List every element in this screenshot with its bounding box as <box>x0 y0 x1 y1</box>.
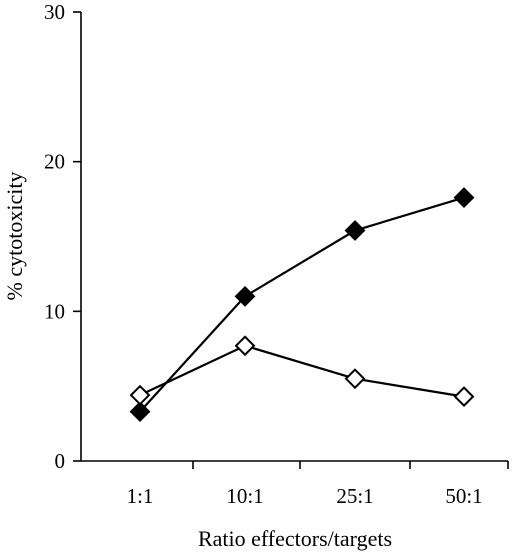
x-tick-label: 50:1 <box>445 484 482 508</box>
series-1-line <box>139 196 465 413</box>
x-tick-label: 25:1 <box>336 484 373 508</box>
y-tick-label: 20 <box>44 150 65 174</box>
x-axis-title: Ratio effectors/targets <box>198 526 392 551</box>
axes <box>80 12 508 462</box>
series-2-point <box>129 384 151 406</box>
x-ticks: 1:1 10:1 25:1 50:1 <box>127 461 509 508</box>
x-tick-label: 1:1 <box>127 484 154 508</box>
series-layer <box>129 187 475 423</box>
x-tick-label: 10:1 <box>226 484 263 508</box>
series-1-point <box>453 187 475 209</box>
series-2-point <box>234 335 256 357</box>
series-1-point <box>344 220 366 241</box>
y-tick-label: 0 <box>55 449 66 473</box>
series-1-point <box>234 285 256 307</box>
y-tick-label: 10 <box>44 299 65 323</box>
y-ticks: 0 10 20 30 <box>44 0 81 473</box>
series-2-line <box>139 344 465 398</box>
series-2-point <box>344 368 366 390</box>
series-1-point <box>129 401 151 423</box>
series-2-point <box>453 386 475 408</box>
y-tick-label: 30 <box>44 0 65 24</box>
y-axis-title: % cytotoxicity <box>2 172 27 301</box>
